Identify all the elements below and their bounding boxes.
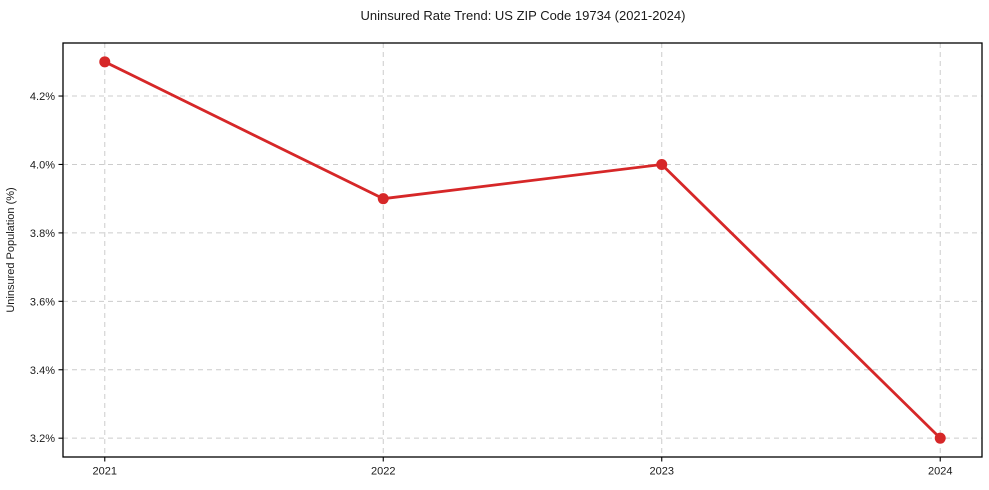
y-tick-label: 3.2% [30,433,55,445]
plot-frame [62,42,983,458]
trend-line [103,60,942,440]
axis-tick-labels: 2021 2022 2023 2024 3.2% 3.4% 3.6% 3.8% 4.0% 4.2% [30,91,953,477]
y-tick-label: 3.4% [30,365,55,377]
grid-lines [63,43,982,457]
chart-title: Uninsured Rate Trend: US ZIP Code 19734 … [361,8,686,23]
y-tick-label: 4.0% [30,159,55,171]
data-point-marker [934,432,946,444]
y-tick-label: 3.8% [30,228,55,240]
y-tick-label: 3.6% [30,296,55,308]
plot-border [62,42,983,458]
axis-ticks [58,95,941,462]
y-axis-label: Uninsured Population (%) [5,187,17,312]
data-series [99,56,946,444]
data-point-marker [99,56,111,68]
x-tick-label: 2024 [928,466,952,478]
data-point-marker [377,193,389,205]
data-point-marker [656,158,668,170]
x-tick-label: 2023 [650,466,674,478]
x-tick-label: 2021 [93,466,117,478]
y-tick-label: 4.2% [30,91,55,103]
x-tick-label: 2022 [371,466,395,478]
